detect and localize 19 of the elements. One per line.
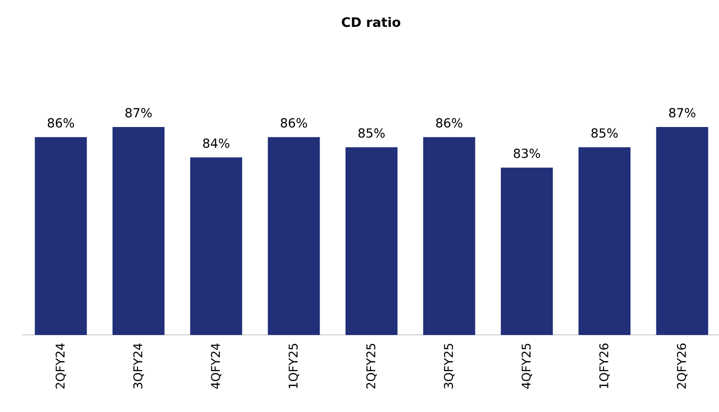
x-tick-label: 1QFY25 — [288, 344, 300, 388]
x-tick-label: 2QFY25 — [366, 344, 377, 389]
data-label: 87% — [669, 108, 696, 118]
data-label: 84% — [203, 138, 230, 148]
data-label: 85% — [358, 128, 385, 138]
data-label: 86% — [436, 118, 462, 128]
chart-title: CD ratio — [342, 16, 400, 28]
x-tick-label: 4QFY24 — [210, 343, 222, 389]
data-label: 86% — [48, 118, 74, 128]
x-tick-label: 2QFY24 — [56, 343, 66, 389]
data-label: 86% — [280, 118, 308, 128]
data-label: 87% — [125, 108, 152, 118]
x-tick-label: 2QFY26 — [676, 344, 688, 389]
data-label: 85% — [591, 128, 618, 138]
data-label: 83% — [514, 148, 540, 158]
x-tick-label: 3QFY24 — [133, 343, 144, 388]
x-tick-label: 1QFY26 — [599, 344, 610, 388]
x-tick-label: 3QFY25 — [444, 344, 454, 388]
x-tick-label: 4QFY25 — [522, 344, 532, 389]
